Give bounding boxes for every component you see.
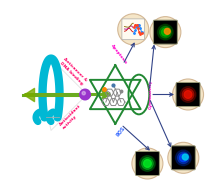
Circle shape bbox=[157, 24, 173, 40]
Text: Cytotoxicity: Cytotoxicity bbox=[149, 80, 153, 109]
Circle shape bbox=[118, 14, 149, 45]
Circle shape bbox=[180, 87, 196, 102]
Circle shape bbox=[82, 91, 85, 95]
FancyBboxPatch shape bbox=[171, 146, 195, 170]
FancyBboxPatch shape bbox=[135, 152, 159, 175]
Circle shape bbox=[184, 91, 192, 98]
Circle shape bbox=[164, 28, 170, 34]
Circle shape bbox=[176, 150, 191, 166]
Text: Antioxidant
activity: Antioxidant activity bbox=[59, 104, 85, 130]
Text: ROS: ROS bbox=[116, 125, 126, 137]
Circle shape bbox=[173, 79, 204, 110]
Circle shape bbox=[80, 89, 90, 100]
Circle shape bbox=[180, 154, 187, 162]
Circle shape bbox=[132, 148, 163, 179]
Circle shape bbox=[182, 89, 194, 100]
Circle shape bbox=[142, 158, 153, 169]
Circle shape bbox=[161, 28, 169, 36]
FancyBboxPatch shape bbox=[176, 82, 200, 107]
Circle shape bbox=[143, 160, 151, 167]
Circle shape bbox=[159, 26, 171, 38]
Circle shape bbox=[182, 154, 188, 160]
Circle shape bbox=[168, 142, 199, 173]
Text: Anticancer &
DNA binding: Anticancer & DNA binding bbox=[59, 57, 87, 86]
FancyBboxPatch shape bbox=[122, 19, 145, 40]
Text: Apoptosis: Apoptosis bbox=[110, 44, 128, 66]
FancyBboxPatch shape bbox=[153, 20, 177, 44]
Circle shape bbox=[150, 17, 181, 48]
Circle shape bbox=[178, 152, 189, 164]
Circle shape bbox=[140, 156, 155, 171]
